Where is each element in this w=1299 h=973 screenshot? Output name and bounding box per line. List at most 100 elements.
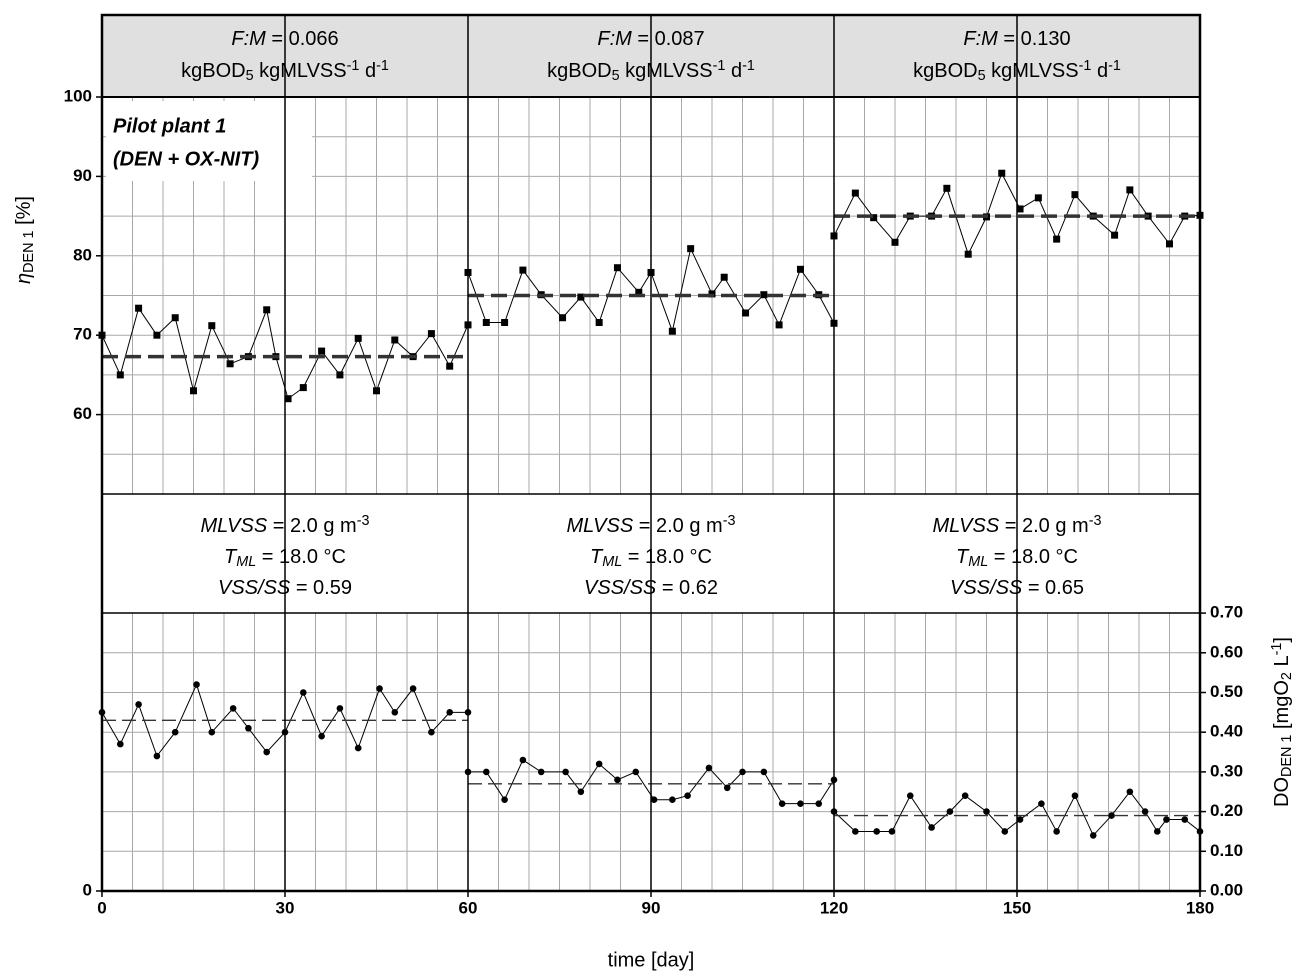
text-part: -3 xyxy=(1089,513,1102,529)
text-part: DEN 1 xyxy=(1279,735,1295,777)
y-axis-title: ηDEN 1 [%] xyxy=(13,196,37,284)
text-part: d xyxy=(725,60,742,82)
text-part: = 0.59 xyxy=(290,577,352,599)
point xyxy=(391,336,399,344)
point xyxy=(796,265,804,273)
text-part: F:M xyxy=(963,28,998,50)
annotation: Pilot plant 1 xyxy=(113,115,226,137)
text-part: -1 xyxy=(1079,58,1092,74)
text-part: kgMLVSS xyxy=(254,60,347,82)
y2-tick-label: 0.10 xyxy=(1210,841,1243,860)
point xyxy=(815,800,823,807)
text-part: = 2.0 g m xyxy=(999,515,1089,537)
point xyxy=(318,732,325,740)
point xyxy=(852,828,859,835)
text-part: -1 xyxy=(713,58,726,74)
point xyxy=(409,685,417,692)
text-part: kgBOD xyxy=(181,60,245,82)
point xyxy=(229,705,237,712)
y-tick-label: 90 xyxy=(73,166,92,185)
point xyxy=(193,681,200,688)
point xyxy=(723,784,731,792)
text-part: = 2.0 g m xyxy=(267,515,357,537)
text-part: -1 xyxy=(376,58,389,74)
text-part: VSS/SS xyxy=(950,577,1023,599)
panel-conditions: TML = 18.0 °C xyxy=(956,546,1078,570)
y2-tick-label: 0.50 xyxy=(1210,682,1243,701)
point xyxy=(1166,240,1173,248)
panel-header: F:M = 0.066 xyxy=(231,28,338,50)
point xyxy=(208,728,216,736)
point xyxy=(391,709,399,716)
text-part: -1 xyxy=(1108,58,1121,74)
point xyxy=(1126,788,1134,796)
point xyxy=(519,266,527,274)
panel-header: kgBOD5 kgMLVSS-1 d-1 xyxy=(913,58,1121,84)
point xyxy=(943,184,951,192)
panel-conditions: MLVSS = 2.0 g m-3 xyxy=(567,513,736,537)
y-tick-label: 60 xyxy=(73,404,92,423)
text-part: F:M xyxy=(231,28,266,50)
point xyxy=(705,764,713,772)
y-tick-label: 80 xyxy=(73,245,92,264)
series-line xyxy=(101,683,1201,837)
text-part: DO xyxy=(1271,777,1293,807)
text-part: -1 xyxy=(347,58,360,74)
point xyxy=(559,314,567,322)
point xyxy=(906,792,914,800)
point xyxy=(135,304,143,312)
point xyxy=(739,768,746,776)
point xyxy=(501,318,509,326)
y-tick-label: 100 xyxy=(64,86,92,105)
annotation-box xyxy=(106,101,312,181)
point xyxy=(595,760,603,768)
panel-conditions: MLVSS = 2.0 g m-3 xyxy=(201,513,370,537)
point xyxy=(1163,816,1170,823)
x-tick-label: 0 xyxy=(97,898,106,917)
y2-axis-title: DODEN 1 [mgO2 L-1] xyxy=(1269,637,1295,807)
point xyxy=(263,748,271,756)
text-part: = 0.087 xyxy=(632,28,705,50)
x-tick-label: 60 xyxy=(459,898,478,917)
point xyxy=(1053,828,1060,835)
text-part: T xyxy=(224,546,238,568)
point xyxy=(1089,832,1097,839)
text-part: -3 xyxy=(357,513,370,529)
point xyxy=(946,808,954,815)
panel-conditions: VSS/SS = 0.59 xyxy=(218,577,352,599)
point xyxy=(983,808,990,815)
text-part: T xyxy=(956,546,970,568)
point xyxy=(1181,816,1189,823)
text-part: kgBOD xyxy=(547,60,611,82)
point xyxy=(116,371,124,379)
point xyxy=(775,321,783,329)
point xyxy=(1016,205,1024,213)
text-part: ML xyxy=(968,554,988,570)
text-part: 2 xyxy=(1279,672,1295,680)
y2-tick-label: 0.30 xyxy=(1210,761,1243,780)
x-tick-label: 180 xyxy=(1186,898,1214,917)
text-part: 5 xyxy=(612,68,620,84)
point xyxy=(613,264,621,272)
x-tick-label: 90 xyxy=(642,898,661,917)
point xyxy=(1154,828,1161,835)
text-part: MLVSS xyxy=(567,515,634,537)
text-part: = 18.0 °C xyxy=(622,546,712,568)
text-part: VSS/SS xyxy=(584,577,657,599)
point xyxy=(1126,186,1134,194)
text-part: -1 xyxy=(1269,643,1285,656)
point xyxy=(998,169,1006,177)
point xyxy=(668,327,676,335)
point xyxy=(263,306,271,314)
text-part: = 2.0 g m xyxy=(633,515,723,537)
point xyxy=(577,293,585,301)
panel-header: kgBOD5 kgMLVSS-1 d-1 xyxy=(547,58,755,84)
y2-tick-label: 0.40 xyxy=(1210,722,1243,741)
text-part: 5 xyxy=(978,68,986,84)
point xyxy=(153,752,161,760)
text-part: = 18.0 °C xyxy=(988,546,1078,568)
point xyxy=(632,768,640,776)
point xyxy=(446,362,454,370)
point xyxy=(650,796,658,803)
